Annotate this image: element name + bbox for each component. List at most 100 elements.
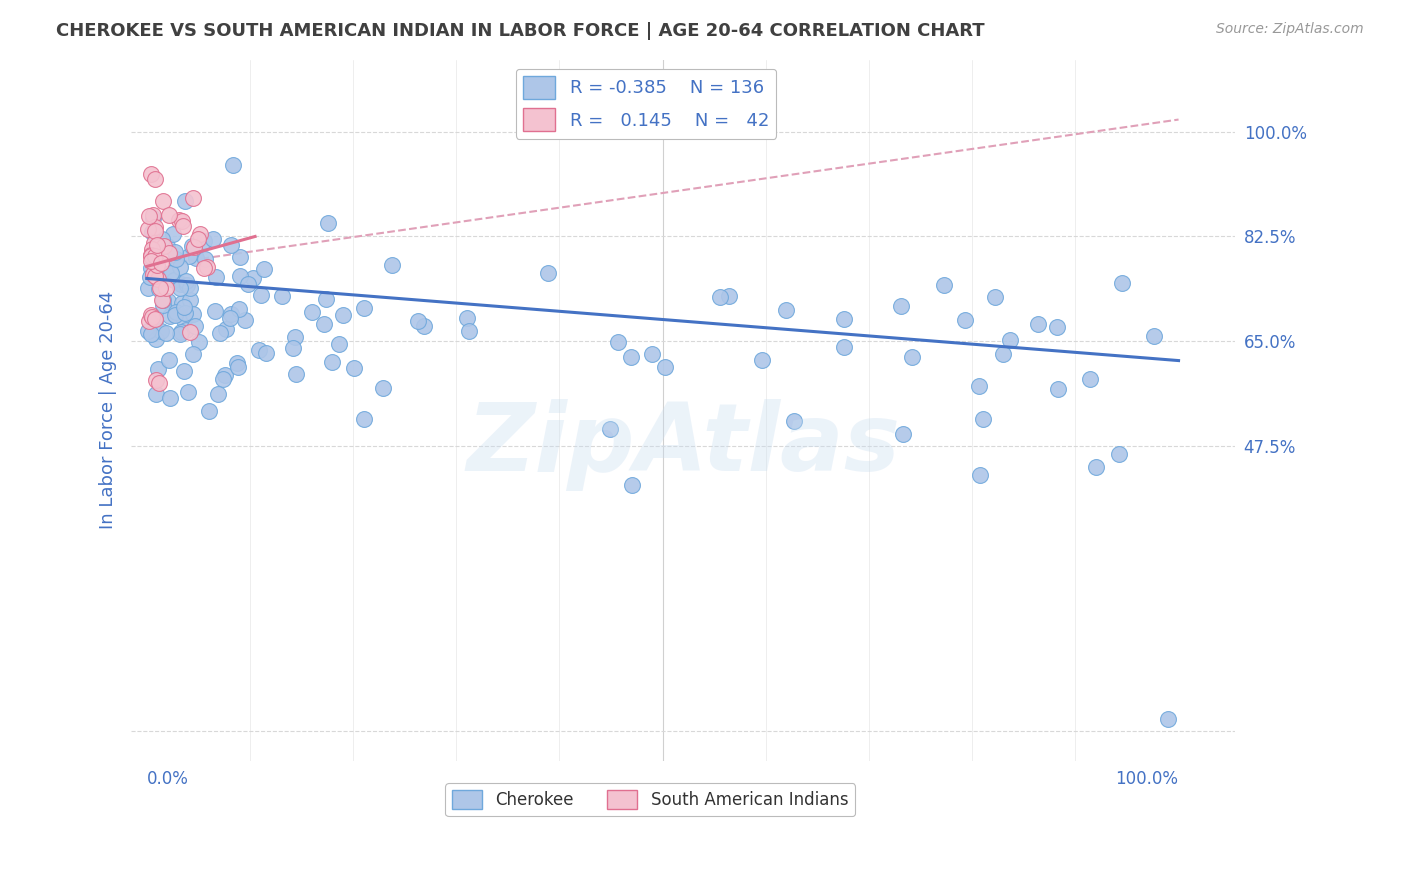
Point [174, 305, 197, 319]
Point [202, 232, 225, 246]
Point [188, 227, 211, 241]
Point [219, 311, 242, 326]
Point [254, 346, 277, 360]
Text: 100.0%: 100.0% [1115, 770, 1178, 788]
Point [141, 310, 163, 324]
Point [353, 412, 375, 426]
Point [145, 238, 167, 252]
Point [187, 232, 209, 246]
Point [1111, 276, 1133, 290]
Point [1143, 329, 1166, 343]
Point [1078, 371, 1101, 385]
Point [332, 308, 354, 322]
Point [152, 298, 174, 312]
Point [155, 326, 177, 341]
Point [1028, 317, 1050, 331]
Point [162, 227, 184, 241]
Point [136, 222, 159, 236]
Point [343, 360, 366, 375]
Point [233, 312, 256, 326]
Point [143, 249, 166, 263]
Point [972, 411, 994, 425]
Point [150, 231, 173, 245]
Point [775, 302, 797, 317]
Point [139, 249, 162, 263]
Point [172, 295, 194, 310]
Point [953, 312, 976, 326]
Point [152, 194, 174, 209]
Point [221, 158, 243, 172]
Point [155, 281, 177, 295]
Point [620, 478, 643, 492]
Point [157, 208, 180, 222]
Point [169, 326, 191, 341]
Point [150, 293, 173, 307]
Point [142, 236, 165, 251]
Point [214, 368, 236, 383]
Point [146, 271, 169, 285]
Text: CHEROKEE VS SOUTH AMERICAN INDIAN IN LABOR FORCE | AGE 20-64 CORRELATION CHART: CHEROKEE VS SOUTH AMERICAN INDIAN IN LAB… [56, 22, 984, 40]
Point [179, 326, 201, 340]
Point [456, 311, 478, 326]
Point [179, 293, 201, 307]
Point [177, 249, 200, 263]
Point [834, 311, 856, 326]
Point [159, 267, 181, 281]
Point [458, 324, 481, 338]
Point [148, 376, 170, 391]
Point [157, 246, 180, 260]
Point [413, 319, 436, 334]
Point [181, 191, 204, 205]
Point [270, 289, 292, 303]
Point [229, 251, 252, 265]
Point [173, 306, 195, 320]
Point [751, 352, 773, 367]
Point [284, 330, 307, 344]
Point [654, 359, 676, 374]
Point [228, 301, 250, 316]
Point [181, 239, 204, 253]
Point [406, 314, 429, 328]
Point [136, 324, 159, 338]
Point [139, 269, 162, 284]
Point [165, 245, 187, 260]
Point [141, 225, 163, 239]
Point [156, 293, 179, 308]
Point [174, 194, 197, 209]
Point [138, 314, 160, 328]
Point [371, 381, 394, 395]
Point [159, 309, 181, 323]
Point [176, 274, 198, 288]
Point [1046, 320, 1069, 334]
Point [226, 356, 249, 370]
Point [969, 378, 991, 392]
Point [993, 347, 1015, 361]
Point [184, 251, 207, 265]
Point [139, 254, 162, 268]
Point [183, 240, 205, 254]
Point [145, 313, 167, 327]
Point [141, 308, 163, 322]
Point [145, 332, 167, 346]
Point [283, 341, 305, 355]
Point [165, 305, 187, 319]
Point [143, 220, 166, 235]
Point [212, 371, 235, 385]
Point [188, 334, 211, 349]
Y-axis label: In Labor Force | Age 20-64: In Labor Force | Age 20-64 [100, 291, 117, 530]
Point [139, 260, 162, 275]
Point [252, 262, 274, 277]
Point [152, 293, 174, 307]
Point [321, 355, 343, 369]
Point [709, 290, 731, 304]
Point [195, 260, 218, 275]
Point [207, 387, 229, 401]
Point [247, 343, 270, 357]
Point [316, 216, 339, 230]
Point [221, 238, 243, 252]
Point [142, 209, 165, 223]
Point [173, 301, 195, 315]
Point [157, 352, 180, 367]
Point [177, 385, 200, 400]
Point [163, 308, 186, 322]
